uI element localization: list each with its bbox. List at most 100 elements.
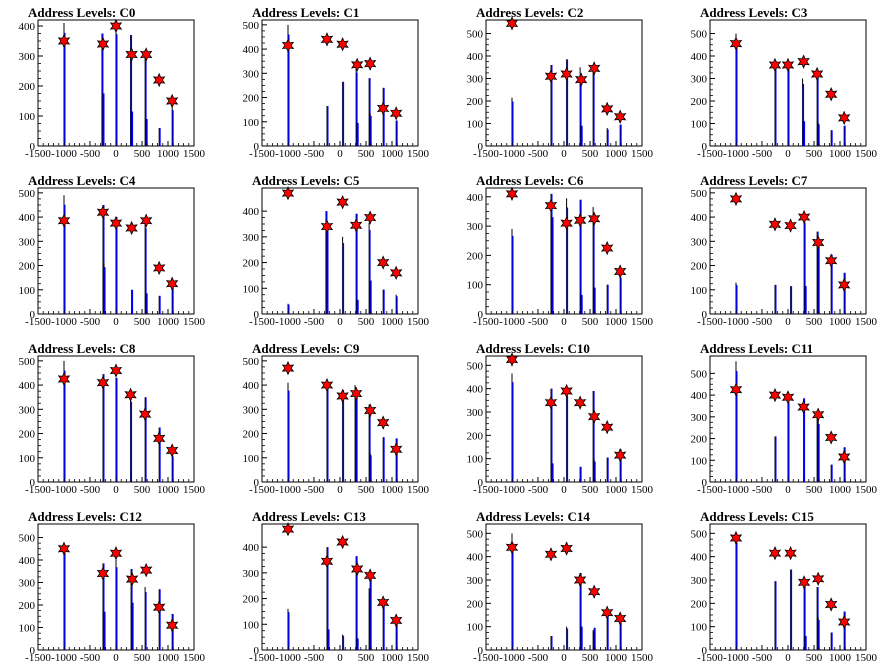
y-tick-label: 0 bbox=[254, 645, 260, 657]
x-tick-label: -1500 bbox=[473, 484, 499, 496]
x-tick-label: 0 bbox=[113, 652, 119, 664]
peak-marker bbox=[389, 442, 403, 457]
peak-marker bbox=[573, 213, 587, 228]
x-tick-label: -500 bbox=[528, 484, 549, 496]
peak-marker bbox=[349, 218, 363, 233]
peak-marker bbox=[505, 352, 519, 367]
y-tick-label: 200 bbox=[243, 429, 260, 441]
x-tick-label: 0 bbox=[113, 148, 119, 160]
y-tick-label: 200 bbox=[691, 434, 708, 446]
y-tick-label: 0 bbox=[702, 477, 708, 489]
x-tick-label: 1000 bbox=[605, 652, 628, 664]
chart-title: Address Levels: C1 bbox=[252, 5, 359, 20]
peak-marker bbox=[376, 101, 390, 116]
peak-marker bbox=[389, 106, 403, 121]
plot-frame bbox=[261, 187, 419, 315]
y-tick-label: 200 bbox=[19, 429, 36, 441]
x-tick-label: -1000 bbox=[499, 652, 525, 664]
x-tick-label: 0 bbox=[785, 316, 791, 328]
peak-marker bbox=[363, 403, 377, 418]
peak-marker bbox=[505, 16, 519, 31]
y-tick-label: 0 bbox=[478, 645, 484, 657]
chart-title: Address Levels: C9 bbox=[252, 341, 360, 356]
peak-marker bbox=[811, 235, 825, 250]
x-tick-label: 0 bbox=[561, 316, 567, 328]
peak-marker bbox=[363, 210, 377, 225]
x-tick-label: 500 bbox=[582, 148, 599, 160]
peak-marker bbox=[544, 547, 558, 562]
y-tick-label: 300 bbox=[691, 412, 708, 424]
x-tick-label: 1500 bbox=[407, 148, 430, 160]
y-tick-label: 200 bbox=[243, 93, 260, 105]
panel-c12: Address Levels: C12 0 100 200 300 400 500 -1500… bbox=[19, 509, 206, 664]
peak-marker bbox=[729, 191, 743, 207]
y-tick-label: 200 bbox=[243, 258, 260, 270]
x-tick-label: 1500 bbox=[183, 652, 206, 664]
panel-c0: Address Levels: C0 0 100 200 300 400 -1500 -100… bbox=[19, 5, 206, 160]
y-tick-label: 0 bbox=[30, 141, 36, 153]
peak-marker bbox=[125, 47, 138, 62]
x-tick-label: -1000 bbox=[275, 652, 301, 664]
x-tick-label: -1000 bbox=[499, 148, 525, 160]
panel-c6: Address Levels: C6 0 100 200 300 400 -1500 -100… bbox=[467, 173, 654, 328]
y-tick-label: 300 bbox=[19, 578, 36, 590]
y-tick-label: 300 bbox=[691, 74, 708, 86]
peak-marker bbox=[600, 101, 614, 117]
plot-frame bbox=[485, 523, 643, 651]
peak-marker bbox=[336, 194, 349, 210]
y-tick-label: 300 bbox=[19, 236, 36, 248]
y-tick-label: 500 bbox=[243, 356, 260, 368]
y-tick-label: 200 bbox=[19, 81, 36, 93]
y-tick-label: 500 bbox=[691, 528, 708, 540]
x-tick-label: -500 bbox=[80, 148, 101, 160]
x-tick-label: -500 bbox=[80, 316, 101, 328]
peak-marker bbox=[96, 375, 110, 390]
y-tick-label: 300 bbox=[19, 51, 36, 63]
y-tick-label: 200 bbox=[691, 261, 708, 273]
peak-marker bbox=[573, 572, 587, 588]
plot-frame bbox=[709, 523, 867, 651]
x-tick-label: 1000 bbox=[381, 316, 404, 328]
x-tick-label: -1500 bbox=[697, 316, 723, 328]
y-tick-label: 100 bbox=[243, 453, 260, 465]
peak-marker bbox=[139, 562, 153, 578]
x-tick-label: -1000 bbox=[275, 484, 301, 496]
y-tick-label: 0 bbox=[478, 141, 484, 153]
x-tick-label: -500 bbox=[80, 652, 101, 664]
peak-marker bbox=[165, 618, 179, 633]
peak-marker bbox=[560, 66, 573, 82]
y-tick-label: 400 bbox=[467, 192, 484, 204]
x-tick-label: -1000 bbox=[275, 148, 301, 160]
panel-c14: Address Levels: C14 0 100 200 300 400 500 -1500… bbox=[467, 509, 654, 664]
plot-frame bbox=[485, 355, 643, 483]
x-tick-label: 500 bbox=[134, 148, 151, 160]
x-tick-label: 1500 bbox=[407, 652, 430, 664]
panel-c1: Address Levels: C10100200300400500-1500-… bbox=[243, 5, 430, 160]
x-tick-label: 500 bbox=[358, 148, 375, 160]
y-tick-label: 100 bbox=[19, 111, 36, 123]
peak-marker bbox=[600, 240, 614, 256]
peak-marker bbox=[376, 255, 390, 270]
peak-marker bbox=[824, 430, 838, 445]
peak-marker bbox=[613, 447, 627, 463]
peak-marker bbox=[336, 534, 349, 550]
peak-marker bbox=[824, 253, 838, 268]
peak-marker bbox=[139, 213, 153, 228]
y-tick-label: 100 bbox=[467, 119, 484, 131]
y-tick-label: 100 bbox=[19, 285, 36, 297]
y-tick-label: 0 bbox=[254, 309, 260, 321]
x-tick-label: -1500 bbox=[697, 484, 723, 496]
y-tick-label: 0 bbox=[702, 645, 708, 657]
x-tick-label: -1000 bbox=[499, 484, 525, 496]
y-tick-label: 200 bbox=[691, 96, 708, 108]
panel-c3: Address Levels: C30100200300400500-1500-… bbox=[691, 5, 878, 160]
y-tick-label: 0 bbox=[254, 477, 260, 489]
peak-marker bbox=[784, 545, 797, 561]
y-tick-label: 0 bbox=[478, 477, 484, 489]
x-tick-label: 500 bbox=[358, 652, 375, 664]
peak-marker bbox=[376, 595, 390, 610]
x-tick-label: 0 bbox=[561, 484, 567, 496]
y-tick-label: 500 bbox=[691, 368, 708, 380]
y-tick-label: 400 bbox=[691, 212, 708, 224]
y-tick-label: 300 bbox=[243, 232, 260, 244]
